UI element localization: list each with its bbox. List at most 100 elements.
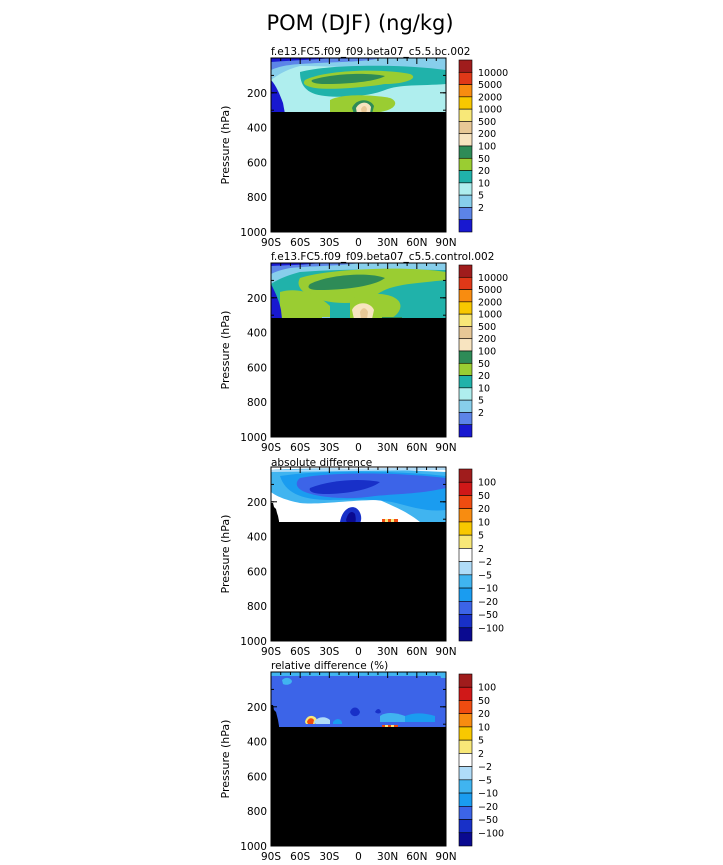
panel-3-colorbar-box <box>458 534 473 549</box>
panel-2-xtick-label: 90S <box>261 442 281 454</box>
panel-3-colorbar-label: 20 <box>478 504 490 515</box>
panel-4-colorbar-label: −2 <box>478 762 492 773</box>
panel-1-xtick-label: 90S <box>261 237 281 249</box>
panel-1-colorbar-label: 5 <box>478 191 484 202</box>
panel-2-colorbar-box <box>458 375 473 389</box>
panel-1-xtick-label: 0 <box>355 237 362 249</box>
panel-1-colorbar-box <box>458 84 473 98</box>
panel-1-ytick-label: 400 <box>247 123 267 135</box>
panel-2-title: f.e13.FC5.f09_f09.beta07_c5.5.control.00… <box>271 251 494 263</box>
panel-1-colorbar-box <box>458 96 473 110</box>
panel-4-colorbar-label: −5 <box>478 775 492 786</box>
panel-3-colorbar-label: −100 <box>478 623 504 634</box>
panel-1-ytick-label: 200 <box>247 88 267 100</box>
panel-1-colorbar-box <box>458 219 473 233</box>
panel-4-title: relative difference (%) <box>271 660 388 672</box>
panel-4-ytick-label: 600 <box>247 771 267 783</box>
panel-1-colorbar-label: 10000 <box>478 68 508 79</box>
panel-4-xtick-label: 90S <box>261 851 281 863</box>
panel-1-colorbar-label: 20 <box>478 166 490 177</box>
panel-2-colorbar-box <box>458 362 473 376</box>
panel-1-colorbar-box <box>458 133 473 147</box>
panel-4-xtick-label: 60N <box>406 851 427 863</box>
panel-2-colorbar-box <box>458 412 473 426</box>
panel-3-colorbar-label: −5 <box>478 570 492 581</box>
panel-1-colorbar-box <box>458 194 473 208</box>
panel-1-colorbar-label: 2 <box>478 203 484 214</box>
panel-3-colorbar-box <box>458 561 473 576</box>
panel-3-xtick-label: 60S <box>290 646 310 658</box>
panel-4-colorbar-label: −20 <box>478 802 498 813</box>
panel-4-colorbar-label: −10 <box>478 789 498 800</box>
panel-2-ylabel: Pressure (hPa) <box>219 311 232 390</box>
panel-3-ytick-label: 1000 <box>240 636 267 648</box>
panel-4-colorbar-label: 5 <box>478 736 484 747</box>
panel-2-colorbar-box <box>458 399 473 413</box>
panel-2: f.e13.FC5.f09_f09.beta07_c5.5.control.00… <box>219 251 508 454</box>
panel-2-colorbar-box <box>458 289 473 303</box>
panel-1-colorbar-label: 5000 <box>478 80 502 91</box>
panel-3-title: absolute difference <box>271 457 372 469</box>
panel-4-xtick-label: 90N <box>435 851 456 863</box>
panel-4-colorbar-box <box>458 753 473 767</box>
panel-1-ylabel: Pressure (hPa) <box>219 106 232 185</box>
panel-1-colorbar-label: 100 <box>478 142 496 153</box>
panel-1-colorbar-box <box>458 170 473 184</box>
panel-4-colorbar-box <box>458 779 473 794</box>
panel-2-colorbar-label: 2000 <box>478 297 502 308</box>
panel-2-xtick-label: 30S <box>319 442 339 454</box>
panel-4-colorbar-label: 10 <box>478 722 490 733</box>
panel-2-colorbar-box <box>458 264 473 278</box>
panel-2-xtick-label: 0 <box>355 442 362 454</box>
panel-1-colorbar-label: 1000 <box>478 105 502 116</box>
panel-3-ylabel: Pressure (hPa) <box>219 515 232 594</box>
panel-3-colorbar-box <box>458 508 473 523</box>
panel-1-colorbar-label: 50 <box>478 154 490 165</box>
panel-1-colorbar-box <box>458 145 473 159</box>
panel-4-colorbar-label: 20 <box>478 709 490 720</box>
panel-4-colorbar-box <box>458 792 473 807</box>
panel-2-colorbar-label: 100 <box>478 347 496 358</box>
panel-3-colorbar-label: 5 <box>478 531 484 542</box>
panel-4-colorbar-box <box>458 673 473 688</box>
panel-4-colorbar-box <box>458 766 473 781</box>
panel-1-title: f.e13.FC5.f09_f09.beta07_c5.5.bc.002 <box>271 46 470 58</box>
panel-2-xtick-label: 30N <box>377 442 398 454</box>
panel-3-colorbar-label: 2 <box>478 544 484 555</box>
panel-2-colorbar-label: 1000 <box>478 310 502 321</box>
panel-3-xtick-label: 60N <box>406 646 427 658</box>
panel-3-ytick-label: 400 <box>247 532 267 544</box>
panel-2-ytick-label: 400 <box>247 328 267 340</box>
panel-2-colorbar-box <box>458 350 473 364</box>
panel-2-colorbar-label: 20 <box>478 371 490 382</box>
panel-3-xtick-label: 30N <box>377 646 398 658</box>
panel-1-contours <box>271 58 446 232</box>
panel-4-xtick-label: 30N <box>377 851 398 863</box>
panel-3-xtick-label: 0 <box>355 646 362 658</box>
panel-2-colorbar-box <box>458 424 473 438</box>
panel-3-colorbar-box <box>458 495 473 509</box>
panel-3-colorbar-label: −10 <box>478 584 498 595</box>
panel-3-ytick-label: 600 <box>247 566 267 578</box>
panel-3-colorbar-label: −20 <box>478 597 498 608</box>
panel-2-xtick-label: 60S <box>290 442 310 454</box>
panel-3-xtick-label: 90S <box>261 646 281 658</box>
panel-1-colorbar-label: 2000 <box>478 92 502 103</box>
panel-2-contours <box>271 263 446 437</box>
panel-2-colorbar-box <box>458 326 473 340</box>
panel-1-colorbar-box <box>458 207 473 221</box>
panel-3-xtick-label: 30S <box>319 646 339 658</box>
panel-1-ytick-label: 800 <box>247 192 267 204</box>
panel-4: relative difference (%) 2004006008001000… <box>219 660 504 863</box>
panel-2-ytick-label: 200 <box>247 293 267 305</box>
panel-2-colorbar-label: 2 <box>478 408 484 419</box>
panel-1-colorbar-label: 10 <box>478 178 490 189</box>
panel-1: f.e13.FC5.f09_f09.beta07_c5.5.bc.002 200… <box>219 46 508 249</box>
panel-3-colorbar-label: −50 <box>478 610 498 621</box>
panel-4-colorbar-box <box>458 819 473 834</box>
panel-4-colorbar-box <box>458 686 473 701</box>
panel-2-colorbar-box <box>458 276 473 290</box>
